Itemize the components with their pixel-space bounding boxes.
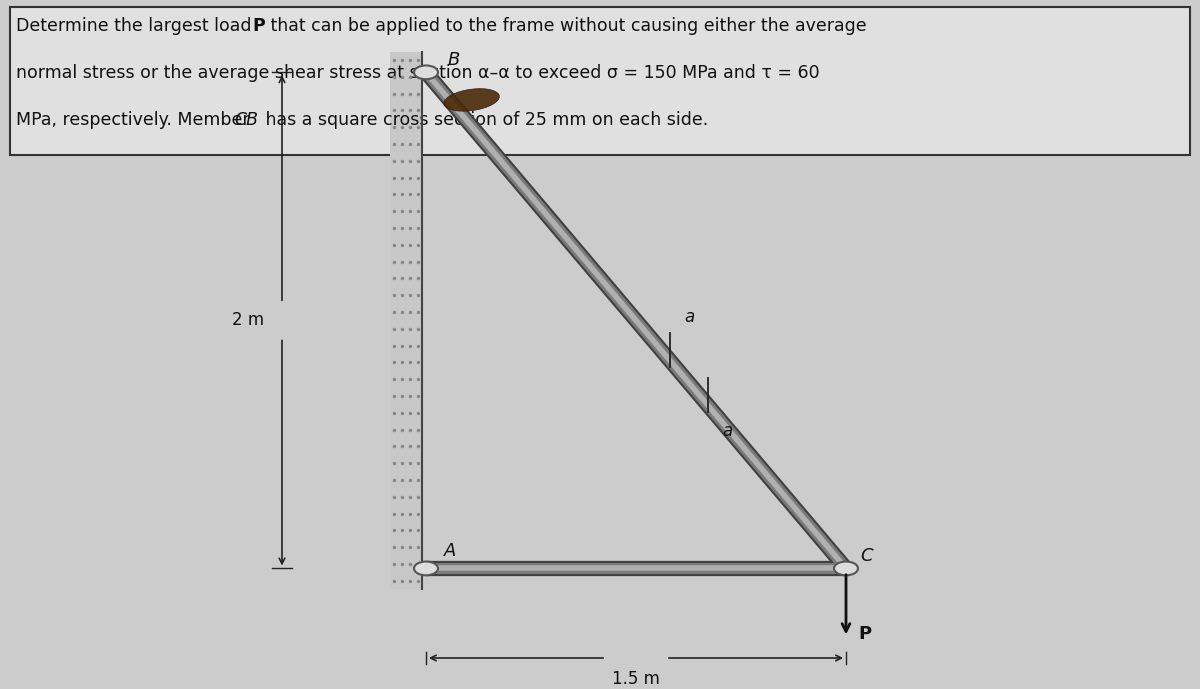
- Circle shape: [414, 65, 438, 79]
- Circle shape: [414, 562, 438, 575]
- Text: CB: CB: [234, 111, 258, 129]
- Text: B: B: [448, 51, 460, 69]
- FancyBboxPatch shape: [10, 7, 1190, 155]
- Text: normal stress or the average shear stress at section α–α to exceed σ = 150 MPa a: normal stress or the average shear stres…: [16, 64, 820, 82]
- Text: that can be applied to the frame without causing either the average: that can be applied to the frame without…: [265, 17, 866, 35]
- Text: has a square cross section of 25 mm on each side.: has a square cross section of 25 mm on e…: [260, 111, 709, 129]
- Text: a: a: [684, 308, 695, 326]
- Text: a: a: [722, 422, 733, 440]
- Text: 2 m: 2 m: [232, 311, 264, 329]
- Ellipse shape: [444, 89, 499, 111]
- Text: C: C: [860, 547, 874, 565]
- Text: Determine the largest load: Determine the largest load: [16, 17, 257, 35]
- Text: P: P: [858, 625, 871, 643]
- Text: P: P: [252, 17, 265, 35]
- Bar: [390, 52, 422, 589]
- Circle shape: [834, 562, 858, 575]
- Text: MPa, respectively. Member: MPa, respectively. Member: [16, 111, 254, 129]
- Text: 1.5 m: 1.5 m: [612, 670, 660, 688]
- Text: A: A: [444, 542, 456, 560]
